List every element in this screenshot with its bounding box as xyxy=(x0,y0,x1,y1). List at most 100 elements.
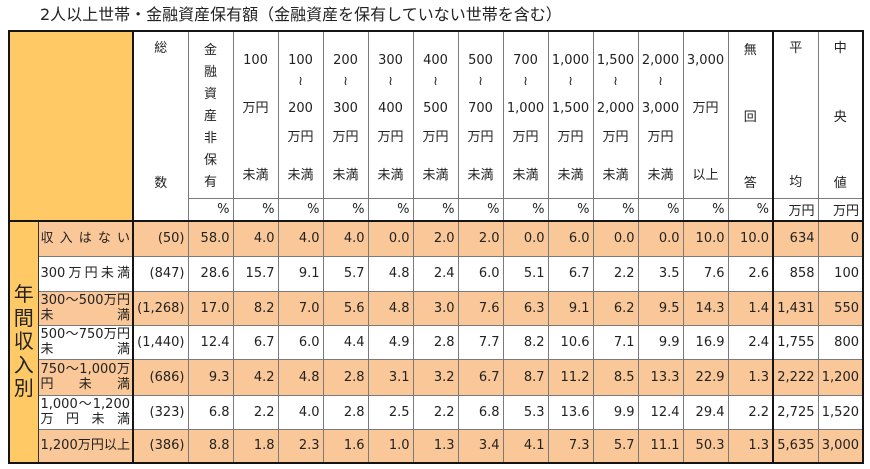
value-cell: 9.1 xyxy=(277,255,324,292)
value-cell: 6.7 xyxy=(547,255,594,292)
value-cell: 3.5 xyxy=(637,255,684,292)
value-cell: 7.3 xyxy=(547,428,594,464)
value-cell: 5.1 xyxy=(502,255,549,292)
average-cell: 1,755 xyxy=(772,324,819,360)
value-cell: 11.1 xyxy=(637,428,684,464)
value-cell: 4.8 xyxy=(367,290,414,326)
value-cell: 2.2 xyxy=(592,255,639,292)
value-cell: 2.0 xyxy=(412,220,459,257)
value-cell: 4.0 xyxy=(277,394,324,430)
header-1000-1500: 1,000 ≀ 1,500 万円 未満 xyxy=(547,30,594,199)
value-cell: 2.8 xyxy=(322,394,369,430)
unit-cell: 万円 xyxy=(817,198,864,222)
value-cell: 3.0 xyxy=(412,290,459,326)
median-cell: 100 xyxy=(817,255,864,292)
value-cell: 15.7 xyxy=(232,255,279,292)
unit-row: % % % % % % % % % % % % % 万円 万円 xyxy=(9,198,864,222)
value-cell: 9.1 xyxy=(547,290,594,326)
value-cell: 4.0 xyxy=(322,220,369,257)
average-cell: 634 xyxy=(772,220,819,257)
value-cell: 1.3 xyxy=(412,428,459,464)
table-row: 1,200万円以上 (386) 8.8 1.8 2.3 1.6 1.0 1.3 … xyxy=(9,428,864,464)
average-cell: 2,725 xyxy=(772,394,819,430)
value-cell: 10.6 xyxy=(547,324,594,360)
value-cell: 2.8 xyxy=(322,358,369,396)
value-cell: 3.2 xyxy=(412,358,459,396)
value-cell: 5.6 xyxy=(322,290,369,326)
value-cell: 2.4 xyxy=(412,255,459,292)
unit-cell: % xyxy=(457,198,504,222)
row-label: 300～500万円 未満 xyxy=(37,290,134,326)
value-cell: 2.2 xyxy=(232,394,279,430)
header-no-answer: 無 回 答 xyxy=(727,30,774,199)
header-median: 中 央 値 xyxy=(817,30,864,199)
value-cell: 7.6 xyxy=(457,290,504,326)
unit-cell: % xyxy=(547,198,594,222)
header-under-100: 100 万円 未満 xyxy=(232,30,279,199)
unit-cell: % xyxy=(592,198,639,222)
value-cell: 1.0 xyxy=(367,428,414,464)
row-count: (847) xyxy=(132,255,189,292)
median-cell: 3,000 xyxy=(817,428,864,464)
value-cell: 10.0 xyxy=(682,220,729,257)
value-cell: 2.0 xyxy=(457,220,504,257)
median-cell: 800 xyxy=(817,324,864,360)
value-cell: 16.9 xyxy=(682,324,729,360)
value-cell: 6.8 xyxy=(187,394,234,430)
value-cell: 14.3 xyxy=(682,290,729,326)
value-cell: 5.7 xyxy=(592,428,639,464)
value-cell: 10.0 xyxy=(727,220,774,257)
value-cell: 6.8 xyxy=(457,394,504,430)
value-cell: 1.4 xyxy=(727,290,774,326)
table-row: 750～1,000万 円未満 (686) 9.3 4.2 4.8 2.8 3.1… xyxy=(9,358,864,396)
value-cell: 8.2 xyxy=(502,324,549,360)
asset-holdings-table: 総 数 金 融 資 産 非 保 有 100 万円 未満 100 ≀ 200 万円… xyxy=(8,30,864,464)
value-cell: 6.0 xyxy=(277,324,324,360)
value-cell: 9.9 xyxy=(637,324,684,360)
table-row: 年間収入別 収入はない (50) 58.0 4.0 4.0 4.0 0.0 2.… xyxy=(8,220,864,464)
header-300-400: 300 ≀ 400 万円 未満 xyxy=(367,30,414,199)
value-cell: 0.0 xyxy=(637,220,684,257)
row-count: (1,440) xyxy=(132,324,189,360)
value-cell: 7.7 xyxy=(457,324,504,360)
row-count: (323) xyxy=(132,394,189,430)
value-cell: 9.9 xyxy=(592,394,639,430)
value-cell: 6.7 xyxy=(457,358,504,396)
unit-cell: % xyxy=(232,198,279,222)
value-cell: 8.7 xyxy=(502,358,549,396)
header-500-700: 500 ≀ 700 万円 未満 xyxy=(457,30,504,199)
value-cell: 6.3 xyxy=(502,290,549,326)
value-cell: 3.4 xyxy=(457,428,504,464)
average-cell: 5,635 xyxy=(772,428,819,464)
corner-header xyxy=(8,30,134,222)
row-label: 300万円未満 xyxy=(37,255,134,292)
table-row: 300～500万円 未満 (1,268) 17.0 8.2 7.0 5.6 4.… xyxy=(9,290,864,326)
header-2000-3000: 2,000 ≀ 3,000 万円 未満 xyxy=(637,30,684,199)
header-400-500: 400 ≀ 500 万円 未満 xyxy=(412,30,459,199)
value-cell: 0.0 xyxy=(592,220,639,257)
value-cell: 6.7 xyxy=(232,324,279,360)
value-cell: 4.2 xyxy=(232,358,279,396)
value-cell: 8.2 xyxy=(232,290,279,326)
value-cell: 3.1 xyxy=(367,358,414,396)
value-cell: 4.8 xyxy=(277,358,324,396)
row-label: 1,000～1,200 万円未満 xyxy=(37,394,134,430)
row-count: (1,268) xyxy=(132,290,189,326)
unit-cell: % xyxy=(502,198,549,222)
header-3000-plus: 3,000 万円 以上 xyxy=(682,30,729,199)
value-cell: 50.3 xyxy=(682,428,729,464)
value-cell: 0.0 xyxy=(502,220,549,257)
unit-cell: % xyxy=(682,198,729,222)
row-count: (50) xyxy=(132,220,189,257)
value-cell: 58.0 xyxy=(187,220,234,257)
value-cell: 8.8 xyxy=(187,428,234,464)
value-cell: 2.5 xyxy=(367,394,414,430)
unit-cell: % xyxy=(637,198,684,222)
header-no-assets: 金 融 資 産 非 保 有 xyxy=(187,30,234,199)
row-label: 1,200万円以上 xyxy=(37,428,134,464)
value-cell: 7.0 xyxy=(277,290,324,326)
value-cell: 4.8 xyxy=(367,255,414,292)
unit-cell: 万円 xyxy=(772,198,819,222)
table-row: 1,000～1,200 万円未満 (323) 6.8 2.2 4.0 2.8 2… xyxy=(9,394,864,430)
header-1500-2000: 1,500 ≀ 2,000 万円 未満 xyxy=(592,30,639,199)
